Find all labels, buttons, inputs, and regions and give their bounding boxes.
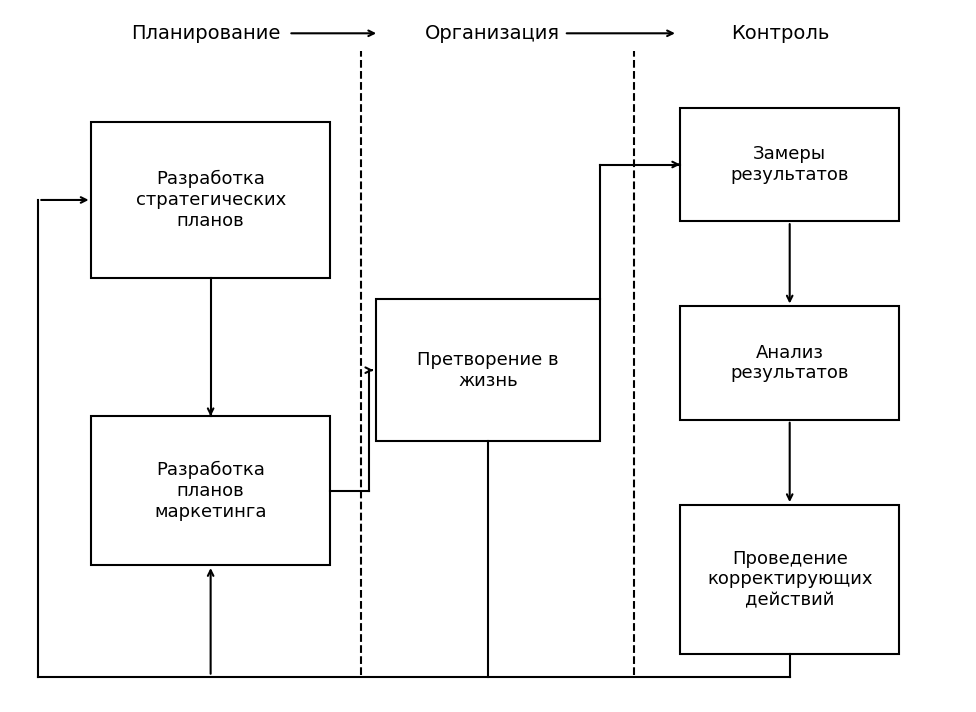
Text: Проведение
корректирующих
действий: Проведение корректирующих действий [707,550,873,609]
Bar [680,108,899,221]
Bar [92,122,330,278]
Bar [680,505,899,654]
Text: Разработка
стратегических
планов: Разработка стратегических планов [136,170,286,230]
Text: Анализ
результатов: Анализ результатов [730,344,849,382]
Text: Контроль: Контроль [731,23,830,43]
Text: Разработка
планов
маркетинга: Разработка планов маркетинга [154,461,266,520]
Bar [680,306,899,420]
Bar [92,417,330,565]
Text: Замеры
результатов: Замеры результатов [730,145,849,184]
Text: Организация: Организация [426,23,560,43]
Text: Планирование: Планирование [131,23,280,43]
Text: Претворение в
жизнь: Претворение в жизнь [417,351,559,389]
Bar [376,299,600,441]
